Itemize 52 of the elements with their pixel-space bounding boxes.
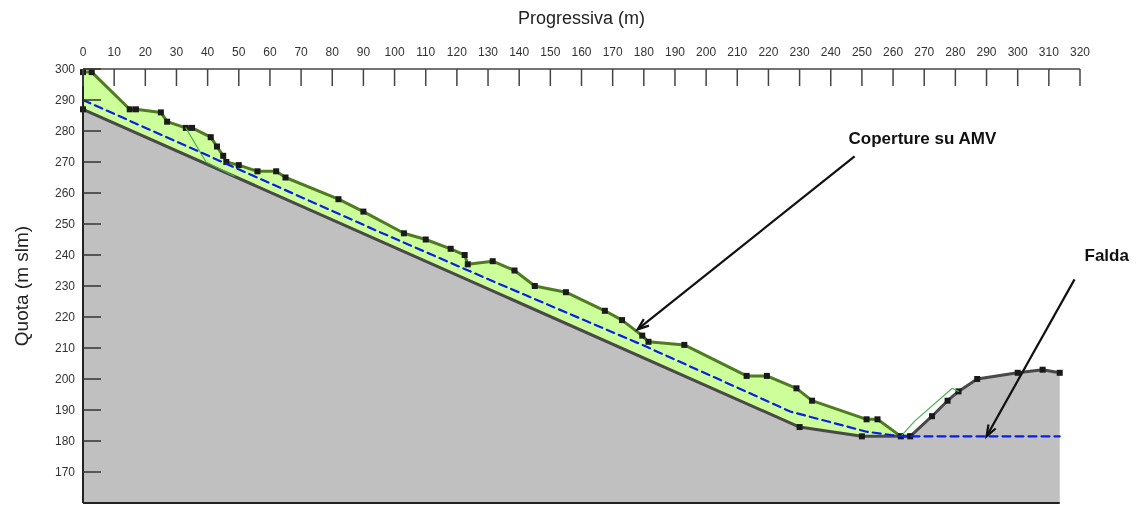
x-tick-label: 100 [384,45,405,59]
y-tick-label: 280 [54,124,76,138]
y-tick-label: 230 [54,279,76,293]
x-tick-label: 0 [79,45,87,59]
x-tick-label: 130 [478,45,499,59]
x-tick-label: 140 [509,45,530,59]
x-tick-label: 80 [325,45,340,59]
annotation: Coperture su AMV [848,129,997,149]
x-tick-label: 90 [356,45,371,59]
y-tick-label: 290 [54,93,76,107]
x-tick-label: 50 [232,45,246,59]
x-tick-label: 210 [727,45,748,59]
y-tick-label: 250 [54,217,76,231]
x-axis-title: Progressiva (m) [517,8,646,28]
y-tick-label: 170 [54,465,76,479]
y-tick-label: 240 [54,248,76,262]
x-tick-label: 230 [789,45,810,59]
y-tick-label: 220 [54,310,76,324]
y-tick-label: 300 [54,62,76,76]
y-tick-label: 210 [54,341,76,355]
x-tick-label: 280 [945,45,966,59]
x-tick-label: 150 [540,45,561,59]
x-tick-label: 250 [851,45,873,59]
y-tick-label: 180 [54,434,76,448]
x-tick-label: 70 [294,45,309,59]
x-tick-label: 110 [416,45,436,59]
x-tick-label: 240 [820,45,842,59]
y-tick-label: 270 [54,155,76,169]
annotation: Falda [1084,246,1130,266]
line-series [81,98,1061,438]
x-tick-label: 10 [107,45,122,59]
x-tick-label: 320 [1069,45,1091,59]
x-tick-label: 190 [664,45,686,59]
y-tick-label: 200 [54,372,76,386]
x-tick-label: 30 [169,45,184,59]
y-tick-label: 260 [54,186,76,200]
x-tick-label: 60 [263,45,277,59]
x-tick-label: 220 [758,45,779,59]
x-tick-label: 40 [200,45,215,59]
x-tick-label: 300 [1007,45,1029,59]
x-tick-label: 120 [446,45,468,59]
y-tick-label: 190 [54,403,76,417]
x-tick-label: 290 [976,45,997,59]
x-tick-label: 200 [696,45,717,59]
x-tick-label: 160 [571,45,592,59]
x-tick-label: 310 [1038,45,1060,59]
x-tick-label: 270 [914,45,935,59]
y-axis-title: Quota (m slm) [11,225,32,347]
x-tick-label: 170 [602,45,623,59]
x-tick-label: 180 [633,45,655,59]
x-tick-label: 20 [138,45,153,59]
x-tick-label: 260 [883,45,904,59]
